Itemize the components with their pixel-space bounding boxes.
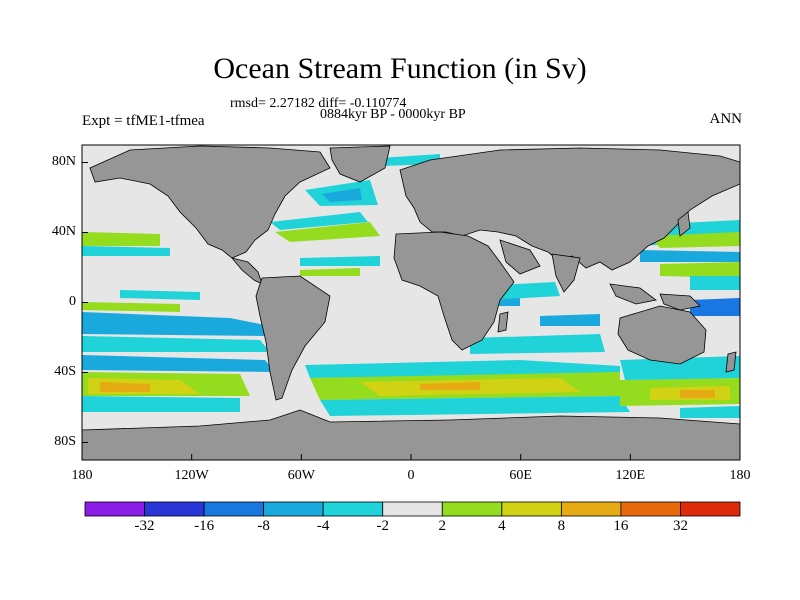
eurasia [399,147,740,271]
colorbar-swatch [84,501,145,517]
colorbar-label: 2 [438,518,447,534]
lat-tick-label: 80N [51,153,76,169]
colorbar-label: 8 [557,518,566,534]
colorbar-swatch [382,501,443,517]
colorbar-label: -32 [134,518,155,534]
colorbar-swatch [680,501,741,517]
lon-tick-label: 120E [615,468,646,483]
season-label: ANN [709,111,743,127]
colorbar-label: 4 [498,518,506,534]
experiment-label: Expt = tfME1-tfmea [82,113,205,129]
map-title: Ocean Stream Function (in Sv) [213,52,587,85]
lat-tick-label: 40N [51,223,76,239]
colorbar-swatch [322,501,384,517]
lat-tick-label: 80S [54,433,76,449]
lon-tick-label: 0 [407,468,415,483]
colorbar-swatch [203,501,265,517]
anomaly-field [82,152,740,418]
africa [393,231,515,351]
australia [617,305,707,365]
lon-tick-label: 180 [71,468,93,483]
south-america [255,275,331,401]
colorbar-label: -16 [194,518,215,534]
land-masses [82,145,740,460]
colorbar-swatch [560,501,622,517]
lon-tick-label: 60W [287,468,315,483]
lat-tick-label: 40S [54,363,76,379]
colorbar-label: -4 [316,518,330,534]
colorbar-swatch [620,501,681,517]
stats-line: rmsd= 2.27182 diff= -0.110774 [230,96,407,111]
colorbar-swatch [144,501,205,517]
lon-tick-label: 180 [729,468,751,483]
lon-tick-label: 60E [509,468,532,483]
colorbar-swatch [263,501,324,517]
north-america [89,145,331,259]
greenland [329,145,391,183]
colorbar-swatch [441,501,503,517]
colorbar-label: -8 [257,518,270,534]
lat-tick-label: 0 [69,293,76,309]
colorbar [84,501,741,517]
antarctica [82,409,740,460]
anomaly-band [82,312,265,336]
colorbar-label: 32 [672,518,688,534]
colorbar-label: 16 [613,518,629,534]
colorbar-swatch [501,501,562,517]
lon-tick-label: 120W [174,468,209,483]
colorbar-label: -2 [376,518,389,534]
period-label: 0884kyr BP - 0000kyr BP [320,107,466,122]
